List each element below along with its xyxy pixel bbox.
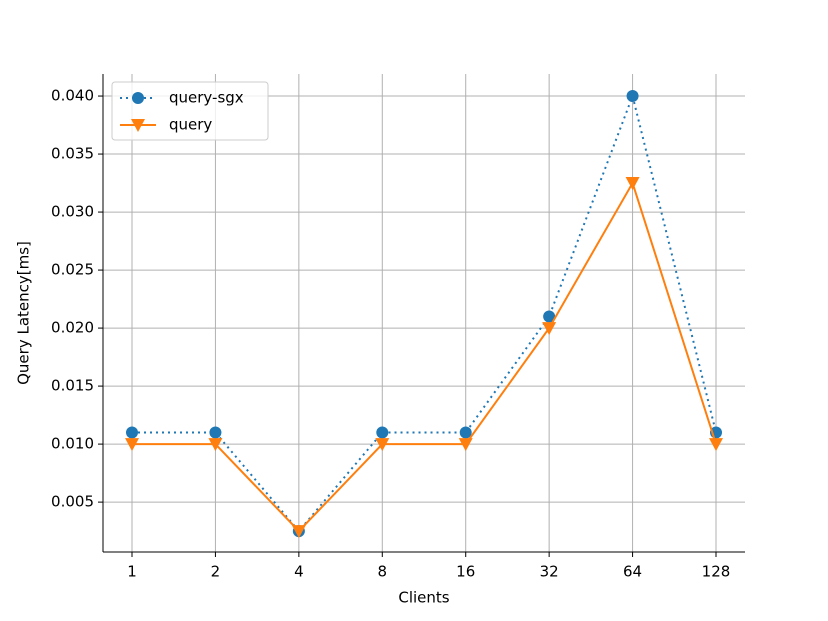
y-tick-label: 0.040 (51, 87, 94, 105)
x-tick-label: 8 (378, 563, 388, 581)
point (626, 90, 639, 103)
y-tick-label: 0.030 (51, 203, 94, 221)
x-tick-label: 2 (211, 563, 221, 581)
y-tick-label: 0.025 (51, 261, 94, 279)
point (125, 438, 139, 452)
y-tick-label: 0.035 (51, 145, 94, 163)
y-tick-label: 0.010 (51, 435, 94, 453)
series-line (132, 92, 717, 533)
point (126, 426, 138, 439)
point (208, 438, 223, 452)
legend-marker (132, 92, 144, 104)
point (458, 438, 473, 452)
x-tick-label: 32 (540, 563, 559, 581)
x-tick-label: 4 (294, 563, 304, 581)
legend-label: query-sgx (169, 89, 244, 107)
y-tick-label: 0.015 (51, 377, 94, 395)
x-tick-label: 64 (623, 563, 642, 581)
x-tick-label: 1 (127, 563, 137, 581)
point (375, 438, 390, 452)
legend-marker (131, 119, 145, 132)
point (291, 525, 306, 539)
legend: query-sgx query (111, 81, 269, 141)
point (709, 438, 723, 452)
point (625, 177, 640, 191)
point (209, 426, 222, 439)
point (376, 426, 389, 439)
x-tick-label: 16 (456, 563, 475, 581)
point (542, 322, 557, 336)
point (459, 426, 472, 439)
y-tick-label: 0.020 (51, 319, 94, 337)
point (543, 310, 556, 323)
series-line (132, 180, 717, 533)
x-axis-label: Clients (398, 589, 449, 607)
legend-label: query (169, 116, 212, 134)
y-tick-label: 0.005 (51, 493, 94, 511)
x-tick-label: 128 (702, 563, 731, 581)
y-axis-label: Query Latency[ms] (15, 241, 33, 385)
